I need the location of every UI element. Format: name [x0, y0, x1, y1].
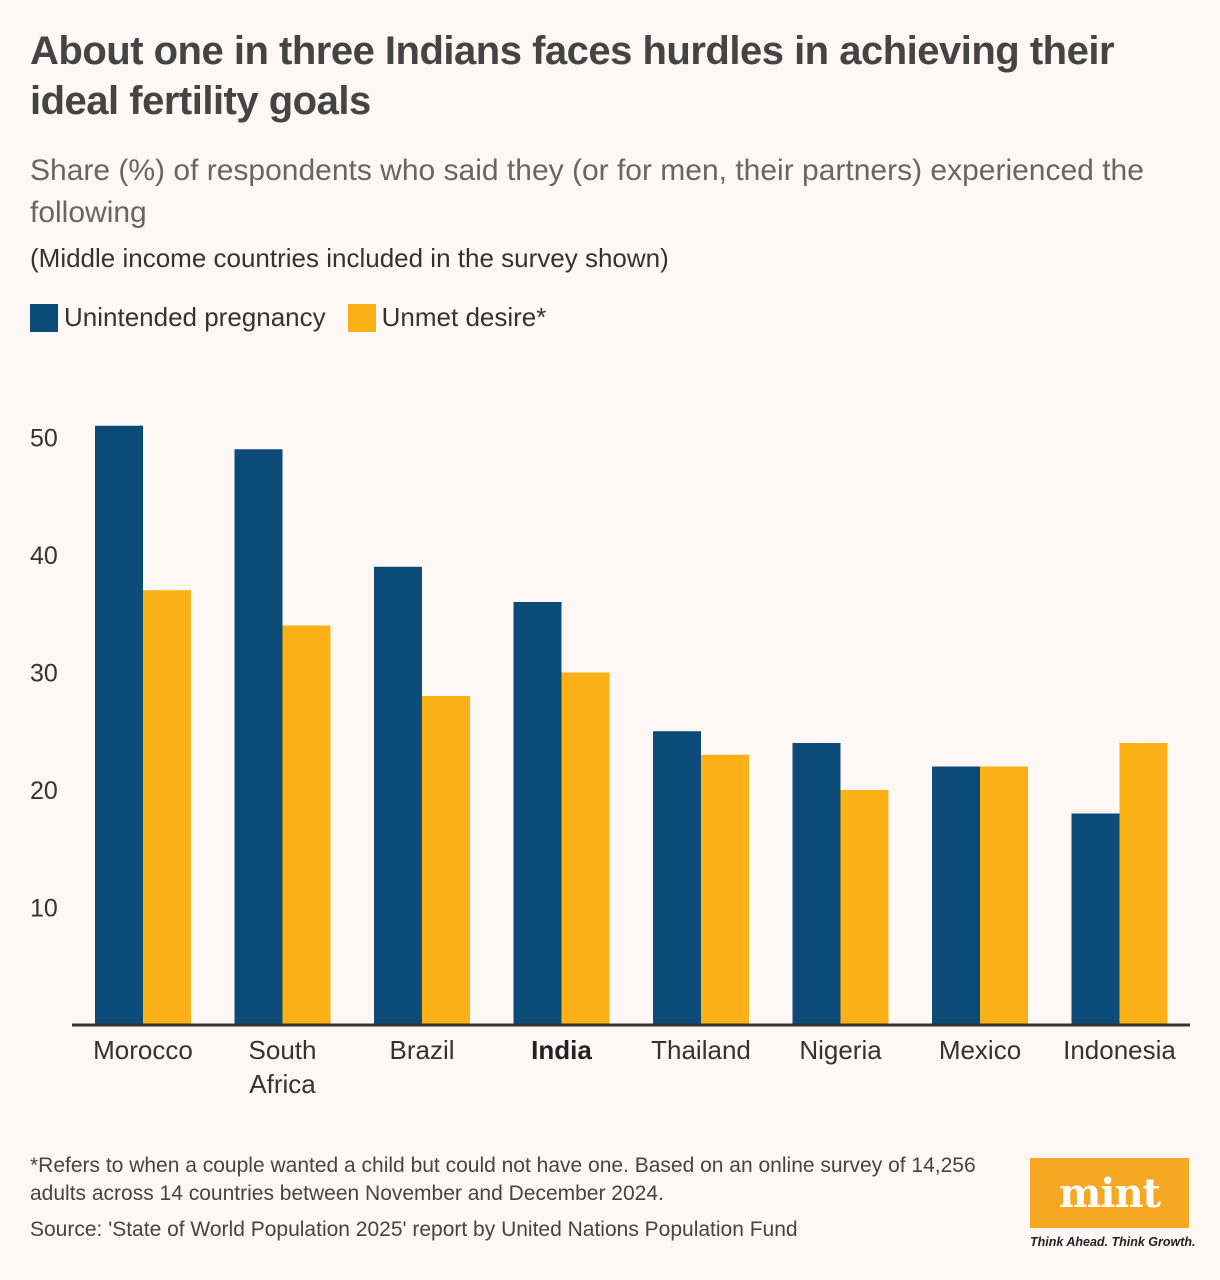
bar-unmet-thailand — [701, 754, 749, 1025]
bar-unmet-indonesia — [1119, 743, 1168, 1025]
bar-unintended-mexico — [932, 766, 980, 1025]
x-tick-label: Brazil — [389, 1035, 454, 1065]
legend-swatch-unmet — [347, 303, 376, 332]
mint-logo: mint — [1030, 1158, 1189, 1228]
legend-item-unmet: Unmet desire* — [347, 302, 547, 333]
legend-label-unmet: Unmet desire* — [381, 302, 547, 332]
legend-item-unintended: Unintended pregnancy — [30, 302, 326, 333]
bar-chart: 10 20 30 40 50 Morocco South Africa Brazil India T… — [30, 425, 1190, 1099]
y-tick-label: 10 — [30, 895, 58, 923]
bar-unintended-morocco — [95, 425, 143, 1025]
bar-unmet-mexico — [980, 766, 1028, 1025]
x-tick-label: Morocco — [93, 1035, 193, 1065]
y-tick-label: 50 — [30, 425, 58, 453]
bar-unintended-nigeria — [792, 743, 841, 1025]
bar-unintended-brazil — [374, 566, 422, 1025]
bar-unintended-south-africa — [234, 449, 283, 1025]
footnote: *Refers to when a couple wanted a child … — [30, 1154, 976, 1205]
chart-note: (Middle income countries included in the… — [30, 243, 669, 273]
y-tick-label: 40 — [30, 542, 58, 570]
chart-subtitle: Share (%) of respondents who said they (… — [30, 154, 1144, 229]
bar-unmet-south-africa — [282, 625, 331, 1025]
x-tick-label: South — [249, 1035, 317, 1065]
bar-unmet-india — [561, 672, 610, 1025]
bar-unmet-morocco — [143, 590, 191, 1025]
x-tick-label: Thailand — [651, 1035, 751, 1065]
x-tick-label: Indonesia — [1063, 1035, 1176, 1065]
brand-tagline: Think Ahead. Think Growth. — [1030, 1235, 1196, 1249]
source-note: Source: 'State of World Population 2025'… — [30, 1218, 798, 1241]
x-tick-label: Nigeria — [799, 1035, 882, 1065]
x-tick-label: Africa — [249, 1069, 316, 1099]
legend: Unintended pregnancy Unmet desire* — [30, 302, 568, 333]
x-tick-label: India — [531, 1035, 592, 1065]
logo-text: mint — [1058, 1169, 1161, 1217]
bar-unintended-thailand — [653, 731, 701, 1025]
legend-label-unintended: Unintended pregnancy — [64, 302, 326, 332]
bar-unintended-indonesia — [1071, 813, 1120, 1025]
bar-unmet-nigeria — [840, 790, 889, 1025]
y-tick-label: 30 — [30, 660, 58, 688]
legend-swatch-unintended — [30, 303, 58, 332]
x-tick-label: Mexico — [939, 1035, 1021, 1065]
bar-unmet-brazil — [422, 696, 470, 1025]
bar-unintended-india — [513, 602, 562, 1025]
y-tick-label: 20 — [30, 777, 58, 805]
chart-title: About one in three Indians faces hurdles… — [30, 29, 1115, 123]
